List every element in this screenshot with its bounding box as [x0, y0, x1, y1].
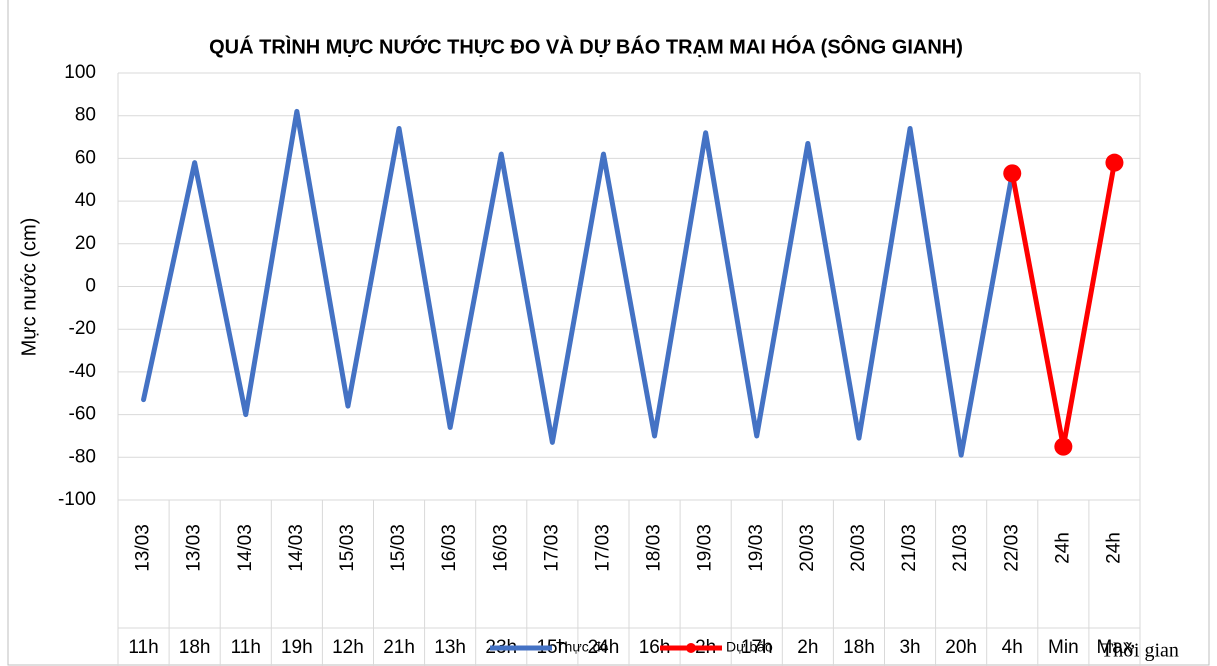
chart-title: QUÁ TRÌNH MỰC NƯỚC THỰC ĐO VÀ DỰ BÁO TRẠ… — [209, 34, 963, 58]
x-tick-label: 15/03 — [337, 524, 358, 572]
x-tick-label: 20/03 — [797, 524, 818, 572]
y-axis-label: Mực nước (cm) — [18, 218, 40, 357]
x-tick-label: 16/03 — [490, 524, 511, 572]
legend-label: Dự báo — [726, 639, 773, 655]
x-tick-label: 3h — [899, 637, 920, 658]
y-tick-label: -60 — [69, 404, 96, 425]
y-tick-label: 0 — [85, 276, 96, 297]
x-tick-label: 11h — [128, 637, 158, 658]
x-tick-label: 13h — [434, 637, 466, 658]
y-tick-label: 40 — [75, 190, 96, 211]
x-tick-label: 17h — [741, 637, 773, 658]
x-tick-label: 17/03 — [541, 524, 562, 572]
x-tick-label: 15/03 — [388, 524, 409, 572]
x-tick-label: 21/03 — [899, 524, 920, 572]
y-tick-label: -100 — [58, 489, 96, 510]
x-tick-label: 15h — [536, 637, 568, 658]
x-tick-label: 21h — [383, 637, 415, 658]
x-tick-label: 24h — [588, 637, 620, 658]
x-tick-label: 16/03 — [439, 524, 460, 572]
y-tick-label: -40 — [69, 361, 96, 382]
y-tick-label: -20 — [69, 318, 96, 339]
x-tick-label: 4h — [1002, 637, 1023, 658]
y-tick-label: 100 — [64, 62, 96, 83]
x-tick-label: 18h — [843, 637, 875, 658]
legend-label: Thực đo — [556, 639, 608, 655]
x-tick-label: 14/03 — [235, 524, 256, 572]
legend-marker — [686, 643, 696, 653]
x-tick-label: Max — [1096, 637, 1132, 658]
x-tick-label: 20h — [945, 637, 977, 658]
chart-border — [7, 0, 1210, 666]
x-tick-label: 18/03 — [644, 524, 665, 572]
x-tick-label: 19h — [281, 637, 313, 658]
x-tick-label: 20/03 — [848, 524, 869, 572]
series-line — [141, 108, 1015, 458]
x-tick-label: 24h — [1052, 532, 1073, 564]
x-tick-label: 22/03 — [1001, 524, 1022, 572]
x-tick-label: 13/03 — [133, 524, 154, 572]
data-point — [1054, 437, 1073, 456]
x-tick-label: 17/03 — [592, 524, 613, 572]
x-tick-label: 12h — [332, 637, 364, 658]
x-tick-label: 18h — [179, 637, 211, 658]
data-point — [1003, 164, 1022, 183]
x-tick-label: 24h — [1103, 532, 1124, 564]
y-tick-label: 60 — [75, 147, 96, 168]
data-point — [1105, 153, 1124, 172]
x-tick-label: 19/03 — [695, 524, 716, 572]
x-tick-label: 14/03 — [286, 524, 307, 572]
x-tick-label: 16h — [639, 637, 671, 658]
x-tick-label: Min — [1048, 637, 1079, 658]
x-tick-label: 13/03 — [184, 524, 205, 572]
x-tick-label: 11h — [231, 637, 261, 658]
y-tick-label: 20 — [75, 233, 96, 254]
x-tick-label: 19/03 — [746, 524, 767, 572]
y-tick-label: 80 — [75, 105, 96, 126]
y-tick-label: -80 — [69, 446, 96, 467]
x-tick-label: 2h — [797, 637, 818, 658]
x-tick-label: 21/03 — [950, 524, 971, 572]
